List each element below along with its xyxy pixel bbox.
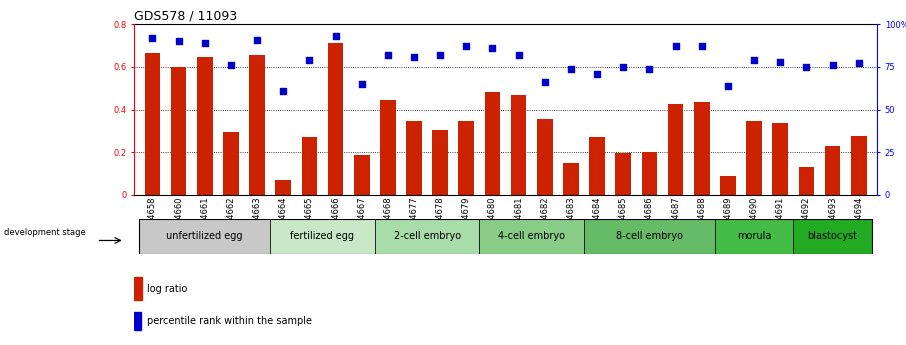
- Bar: [715, 219, 794, 254]
- Bar: [694, 102, 709, 195]
- Point: [224, 62, 238, 68]
- Point: [486, 45, 500, 51]
- Point: [459, 43, 474, 49]
- Bar: [720, 176, 736, 195]
- Bar: [798, 167, 814, 195]
- Text: 2-cell embryo: 2-cell embryo: [393, 231, 460, 241]
- Bar: [249, 55, 265, 195]
- Bar: [223, 132, 238, 195]
- Bar: [479, 219, 584, 254]
- Bar: [564, 163, 579, 195]
- Point: [852, 61, 866, 66]
- Bar: [406, 121, 422, 195]
- Bar: [668, 104, 683, 195]
- Bar: [485, 92, 500, 195]
- Point: [171, 39, 186, 44]
- Bar: [641, 152, 657, 195]
- Bar: [773, 124, 788, 195]
- Point: [511, 52, 525, 58]
- Bar: [824, 146, 841, 195]
- Point: [198, 40, 212, 46]
- Point: [669, 43, 683, 49]
- Point: [695, 43, 709, 49]
- Bar: [170, 67, 187, 195]
- Bar: [458, 121, 474, 195]
- Point: [381, 52, 395, 58]
- Point: [616, 64, 631, 70]
- Bar: [380, 100, 396, 195]
- Text: 4-cell embryo: 4-cell embryo: [498, 231, 565, 241]
- Point: [642, 66, 657, 71]
- Bar: [275, 180, 291, 195]
- Bar: [270, 219, 375, 254]
- Point: [276, 88, 291, 93]
- Bar: [302, 137, 317, 195]
- Bar: [134, 312, 140, 330]
- Point: [145, 35, 159, 41]
- Point: [537, 79, 552, 85]
- Text: 8-cell embryo: 8-cell embryo: [616, 231, 683, 241]
- Point: [250, 37, 265, 42]
- Bar: [197, 57, 213, 195]
- Point: [590, 71, 604, 77]
- Bar: [145, 53, 160, 195]
- Point: [747, 57, 761, 63]
- Bar: [589, 137, 605, 195]
- Point: [407, 54, 421, 59]
- Text: fertilized egg: fertilized egg: [291, 231, 354, 241]
- Text: unfertilized egg: unfertilized egg: [167, 231, 243, 241]
- Bar: [511, 95, 526, 195]
- Point: [799, 64, 814, 70]
- Text: GDS578 / 11093: GDS578 / 11093: [134, 10, 237, 23]
- Bar: [851, 136, 866, 195]
- Point: [564, 66, 578, 71]
- Text: morula: morula: [737, 231, 771, 241]
- Bar: [375, 219, 479, 254]
- Text: blastocyst: blastocyst: [807, 231, 858, 241]
- Point: [773, 59, 787, 65]
- Point: [825, 62, 840, 68]
- Bar: [537, 119, 553, 195]
- Point: [328, 33, 342, 39]
- Point: [720, 83, 735, 88]
- Text: log ratio: log ratio: [147, 284, 188, 294]
- Bar: [328, 43, 343, 195]
- Bar: [615, 153, 631, 195]
- Bar: [134, 277, 142, 300]
- Bar: [354, 156, 370, 195]
- Bar: [432, 130, 448, 195]
- Bar: [584, 219, 715, 254]
- Point: [302, 57, 316, 63]
- Text: development stage: development stage: [4, 228, 86, 237]
- Bar: [747, 121, 762, 195]
- Bar: [140, 219, 270, 254]
- Bar: [794, 219, 872, 254]
- Point: [433, 52, 448, 58]
- Text: percentile rank within the sample: percentile rank within the sample: [147, 316, 312, 326]
- Point: [354, 81, 369, 87]
